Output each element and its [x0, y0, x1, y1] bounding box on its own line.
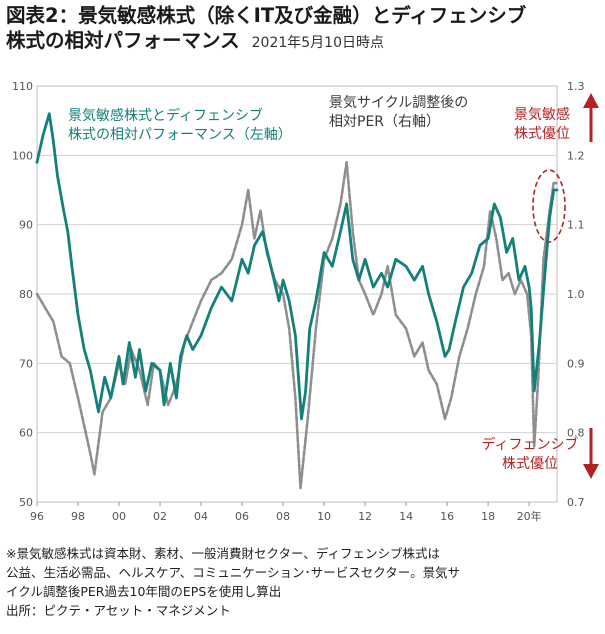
gridlines	[36, 85, 558, 503]
relative-per-line	[35, 161, 559, 490]
right-tick-label: 0.7	[567, 496, 585, 509]
right-tick-label: 1.1	[567, 219, 585, 232]
chart-title: 図表2：景気敏感株式（除くIT及び金融）とディフェンシブ 株式の相対パフォーマン…	[6, 3, 602, 56]
x-tick-label: 04	[194, 510, 208, 523]
title-line-1: 図表2：景気敏感株式（除くIT及び金融）とディフェンシブ	[6, 4, 527, 27]
title-text: 株式の相対パフォーマンス	[6, 29, 240, 52]
footnote-line: ※景気敏感株式は資本財、素材、一般消費財セクター、ディフェンシブ株式は	[6, 546, 440, 561]
right-tick-label: 0.9	[567, 357, 585, 370]
left-tick-label: 100	[12, 149, 33, 162]
x-tick-label: 02	[153, 510, 167, 523]
right-tick-label: 1.2	[567, 149, 585, 162]
left-tick-label: 60	[19, 427, 33, 440]
right-tick-label: 1.0	[567, 288, 585, 301]
left-tick-label: 70	[19, 357, 33, 370]
up-arrow-head-icon	[583, 93, 599, 108]
left-axis: 50 60 70 80 90 100 110	[12, 80, 33, 509]
chart-area: 50 60 70 80 90 100 110 0.7 0.8 0.9 1.0 1.1 1.2 1.3 9…	[12, 80, 599, 523]
x-tick-label: 12	[358, 510, 372, 523]
relative-performance-line	[35, 112, 559, 421]
series-lines	[35, 112, 559, 490]
series-2-label: 相対PER（右軸）	[329, 114, 440, 130]
x-tick-label: 18	[481, 510, 495, 523]
left-tick-label: 50	[19, 496, 33, 509]
x-tick-label: 14	[399, 510, 413, 523]
highlight-ellipse	[532, 169, 566, 243]
x-tick-label: 08	[276, 510, 290, 523]
right-tick-label: 1.3	[567, 80, 585, 93]
x-tick-label: 96	[30, 510, 44, 523]
x-tick-label: 16	[440, 510, 454, 523]
x-axis: 96 98 00 02 04 06 08 10 12 14 16 18 20年	[30, 502, 542, 523]
x-tick-label: 10	[317, 510, 331, 523]
left-tick-label: 80	[19, 288, 33, 301]
x-tick-label: 00	[112, 510, 126, 523]
x-tick-label: 06	[235, 510, 249, 523]
top-arrow-label: 株式優位	[514, 126, 570, 142]
title-line-2: 株式の相対パフォーマンス 2021年5月10日時点	[6, 28, 602, 56]
down-arrow-head-icon	[583, 464, 599, 479]
title-date: 2021年5月10日時点	[251, 35, 384, 51]
right-axis: 0.7 0.8 0.9 1.0 1.1 1.2 1.3	[567, 80, 585, 509]
bottom-arrow-label: 株式優位	[502, 456, 558, 472]
series-1-label: 景気敏感株式とディフェンシブ	[68, 107, 263, 124]
source-line: 出所：ピクテ・アセット・マネジメント	[6, 603, 231, 618]
bottom-arrow-label: ディフェンシブ	[481, 436, 578, 453]
series-1-label: 株式の相対パフォーマンス（左軸）	[68, 127, 292, 143]
x-tick-label: 98	[71, 510, 85, 523]
left-tick-label: 90	[19, 219, 33, 232]
top-arrow-label: 景気敏感	[514, 106, 570, 123]
footnote-line: イクル調整後PER過去10年間のEPSを使用し算出	[6, 584, 282, 599]
x-tick-label: 20年	[517, 509, 542, 523]
right-tick-label: 0.8	[567, 427, 585, 440]
footnote-line: 公益、生活必需品、ヘルスケア、コミュニケーション･サービスセクター。景気サ	[6, 565, 461, 580]
series-2-label: 景気サイクル調整後の	[329, 95, 468, 111]
left-tick-label: 110	[12, 80, 33, 93]
footnote: ※景気敏感株式は資本財、素材、一般消費財セクター、ディフェンシブ株式は 公益、生…	[6, 544, 602, 620]
